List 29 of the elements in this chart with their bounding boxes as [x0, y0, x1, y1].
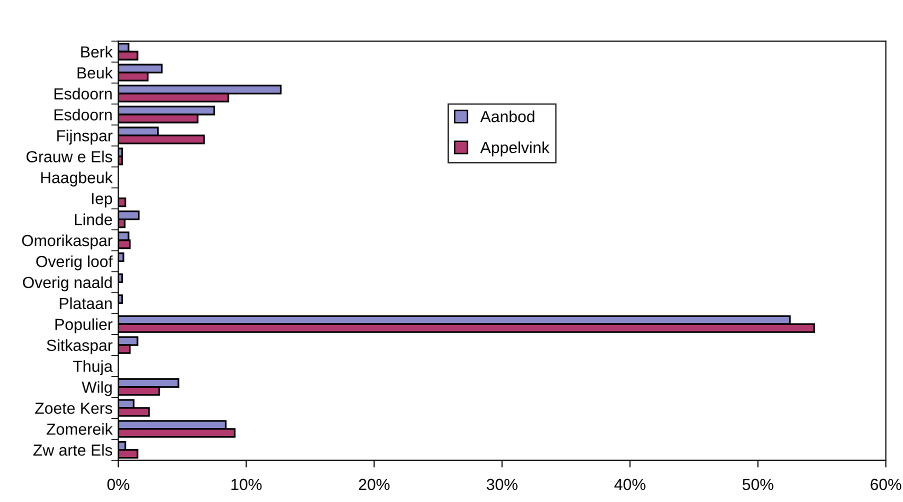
y-tick-label: Grauw e Els — [26, 150, 112, 162]
x-tick-label: 60% — [870, 478, 902, 490]
x-tick-label: 20% — [358, 478, 390, 490]
x-tick-label: 30% — [486, 478, 518, 490]
y-tick-label: Haagbeuk — [41, 172, 113, 186]
legend-label: Aanbod — [480, 110, 534, 122]
y-tick-label: Omorikaspar — [22, 234, 112, 250]
y-tick-label: Iep — [92, 193, 112, 208]
y-tick-label: Fijnspar — [57, 130, 112, 145]
y-tick-label: Zoete Kers — [35, 402, 112, 414]
y-tick-label: Esdoorn — [54, 108, 112, 120]
y-tick-label: Beuk — [78, 66, 113, 79]
y-tick-label: Berk — [81, 46, 113, 58]
y-tick-label: Esdoorn — [54, 88, 112, 100]
x-tick-label: 10% — [231, 478, 262, 490]
y-tick-label: Populier — [55, 318, 112, 334]
y-tick-label: Thuja — [73, 360, 113, 376]
x-tick-label: 40% — [614, 478, 646, 490]
legend-label: Appelvink — [480, 141, 550, 156]
y-tick-label: Overig loof — [36, 255, 113, 270]
y-tick-label: Zomereik — [46, 423, 113, 435]
y-tick-label: Linde — [74, 214, 112, 226]
x-tick-label: 50% — [742, 478, 774, 490]
y-tick-label: Sitkaspar — [46, 339, 112, 354]
y-tick-label: Wilg — [82, 381, 112, 396]
y-tick-label: Overig naald — [22, 276, 112, 292]
x-tick-label: 0% — [107, 478, 130, 490]
y-tick-label: Zw arte Els — [33, 444, 112, 456]
y-tick-label: Plataan — [60, 297, 112, 310]
